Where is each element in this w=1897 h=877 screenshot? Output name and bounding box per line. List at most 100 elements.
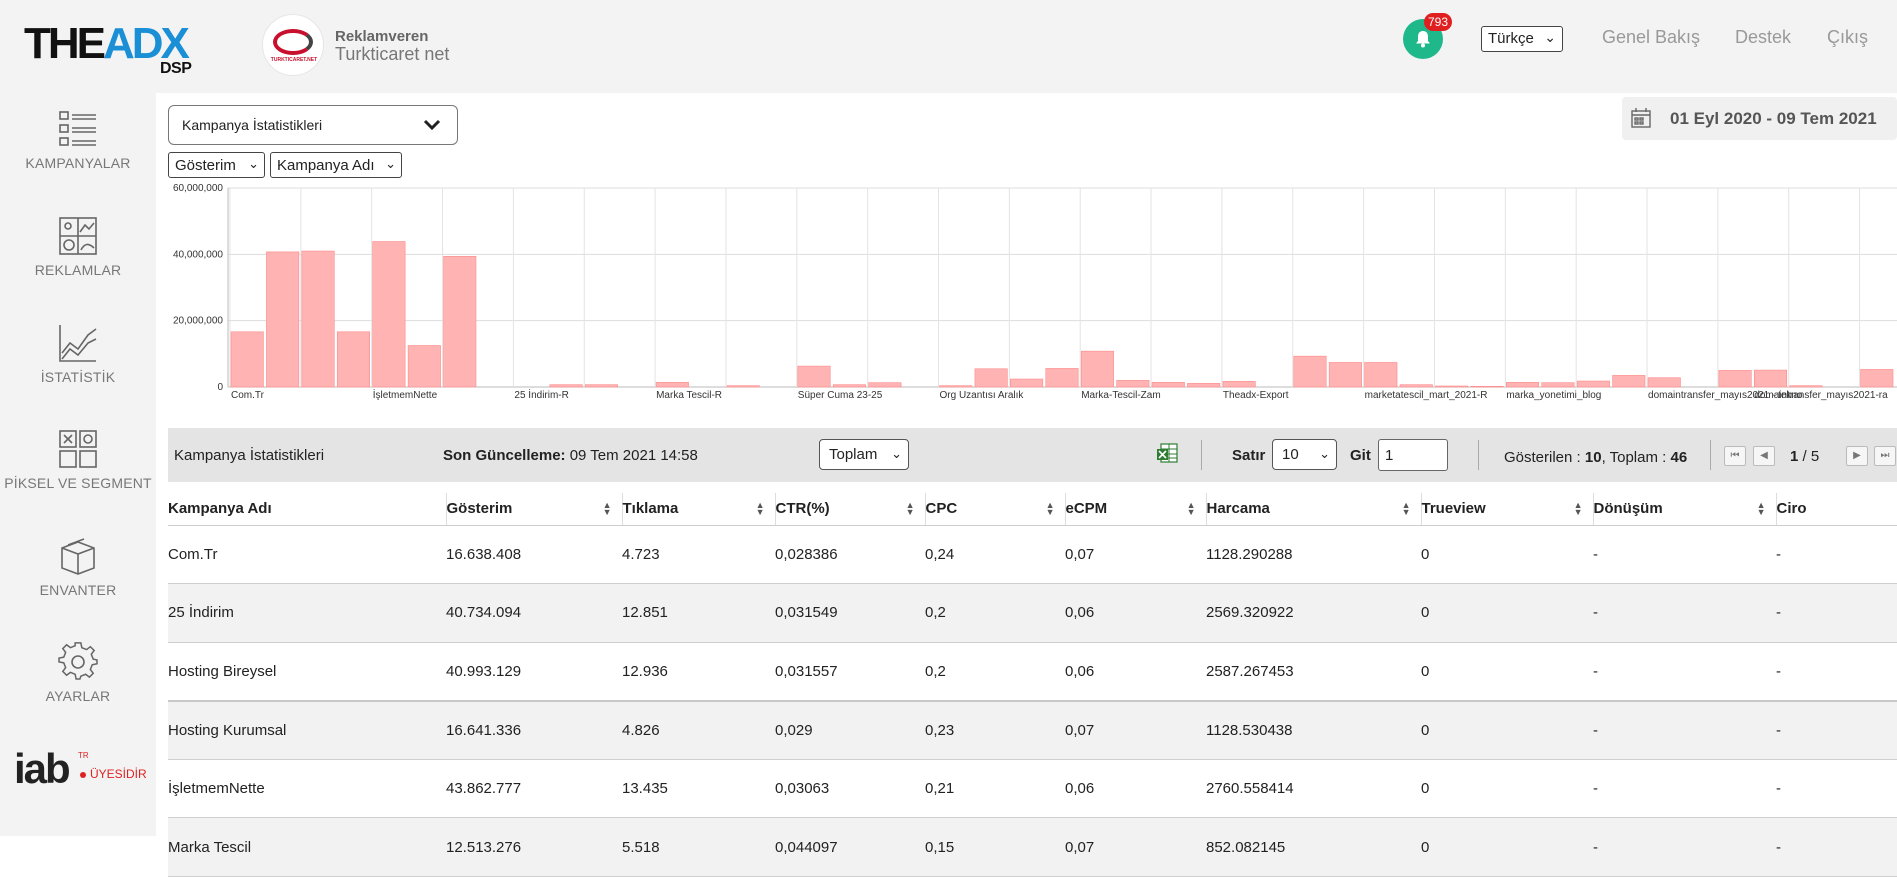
sort-icon[interactable]: ▲ ▼ <box>1401 500 1411 517</box>
prev-page-button[interactable]: ◀ <box>1753 446 1775 466</box>
table-cell-conversion: - <box>1593 583 1776 643</box>
table-header-row: Kampanya Adı Gösterim ▲ ▼ Tıklama ▲ ▼ CTR(%) ▲ ▼ C… <box>168 493 1897 526</box>
logo-sub: DSP <box>160 60 192 77</box>
table-cell-ctr: 0,028386 <box>775 525 925 585</box>
table-cell-cpc: 0,23 <box>925 699 1065 760</box>
nav-support-link[interactable]: Destek <box>1735 27 1792 47</box>
rows-per-page-select[interactable]: 10 ⌄ <box>1272 439 1337 470</box>
chart-bar <box>1435 385 1469 388</box>
sort-icon[interactable]: ▲ ▼ <box>1756 500 1766 517</box>
table-cell-clicks: 12.851 <box>622 583 775 643</box>
metric-select[interactable]: Gösterim ⌄ <box>168 152 265 178</box>
chart-bar <box>1399 384 1433 388</box>
column-header-conversion[interactable]: Dönüşüm ▲ ▼ <box>1592 493 1776 526</box>
chart-bar <box>1470 386 1504 388</box>
chart-bar <box>974 368 1008 388</box>
chart-bar <box>939 385 973 388</box>
chart-bar <box>1753 369 1788 388</box>
chevron-down-icon: ⌄ <box>385 156 396 171</box>
nav-overview-link[interactable]: Genel Bakış <box>1602 27 1701 47</box>
language-select[interactable]: Türkçe ⌄ <box>1481 26 1563 52</box>
theadx-logo[interactable]: THEADX DSP <box>24 22 204 78</box>
column-header-impressions[interactable]: Gösterim ▲ ▼ <box>445 493 622 526</box>
column-header-clicks[interactable]: Tıklama ▲ ▼ <box>621 493 775 526</box>
next-page-button[interactable]: ▶ <box>1846 446 1868 466</box>
statistics-chart-icon <box>59 325 97 362</box>
table-cell-revenue: - <box>1776 525 1897 585</box>
rows-per-page-value: 10 <box>1282 446 1299 463</box>
column-header-trueview[interactable]: Trueview ▲ ▼ <box>1420 493 1593 526</box>
table-cell-trueview: 0 <box>1421 642 1593 702</box>
column-header-ecpm[interactable]: eCPM ▲ ▼ <box>1064 493 1206 526</box>
sort-icon[interactable]: ▲ ▼ <box>1573 500 1583 517</box>
sort-icon[interactable]: ▲ ▼ <box>1186 500 1196 517</box>
table-cell-campaign-name: Hosting Bireysel <box>168 642 446 702</box>
sidebar-item-campaigns[interactable]: KAMPANYALAR <box>0 109 156 171</box>
sidebar-item-settings[interactable]: AYARLAR <box>0 642 156 704</box>
table-cell-clicks: 5.518 <box>622 817 775 877</box>
table-cell-revenue: - <box>1776 817 1897 877</box>
y-tick-label: 40,000,000 <box>173 249 223 260</box>
table-cell-conversion: - <box>1593 817 1776 877</box>
sidebar-item-ads[interactable]: REKLAMLAR <box>0 216 156 278</box>
iab-tr-text: TR <box>78 751 89 760</box>
table-row[interactable]: Hosting Kurumsal 16.641.336 4.826 0,029 0,23… <box>168 699 1897 760</box>
table-row[interactable]: Hosting Bireysel 40.993.129 12.936 0,031557… <box>168 642 1897 702</box>
sort-icon[interactable]: ▲ ▼ <box>755 500 765 517</box>
column-header-campaign-name[interactable]: Kampanya Adı <box>168 493 446 526</box>
table-cell-ecpm: 0,06 <box>1065 642 1206 702</box>
shown-label: Gösterilen : <box>1504 449 1581 466</box>
report-type-select[interactable]: Kampanya İstatistikleri <box>168 105 458 145</box>
table-cell-ecpm: 0,07 <box>1065 525 1206 585</box>
column-header-ctr[interactable]: CTR(%) ▲ ▼ <box>774 493 925 526</box>
table-cell-campaign-name: 25 İndirim <box>168 583 446 643</box>
y-tick-label: 20,000,000 <box>173 316 223 327</box>
chart-bar <box>407 345 441 388</box>
table-cell-ctr: 0,029 <box>775 699 925 760</box>
table-cell-cpc: 0,2 <box>925 583 1065 643</box>
table-cell-clicks: 4.723 <box>622 525 775 585</box>
sort-icon[interactable]: ▲ ▼ <box>602 500 612 517</box>
nav-logout-link[interactable]: Çıkış <box>1827 27 1869 47</box>
chart-bar <box>336 331 371 388</box>
group-by-select[interactable]: Kampanya Adı ⌄ <box>270 152 402 178</box>
sidebar-item-label: REKLAMLAR <box>34 262 122 278</box>
chart-bar <box>832 384 866 388</box>
sidebar-item-statistics[interactable]: İSTATİSTİK <box>0 323 156 385</box>
gear-icon <box>58 642 98 680</box>
sort-icon[interactable]: ▲ ▼ <box>905 500 915 517</box>
table-cell-trueview: 0 <box>1421 583 1593 643</box>
metric-value: Gösterim <box>175 157 236 174</box>
table-row[interactable]: İşletmemNette 43.862.777 13.435 0,03063 0,21… <box>168 759 1897 819</box>
total-select[interactable]: Toplam ⌄ <box>819 439 909 470</box>
table-row[interactable]: Com.Tr 16.638.408 4.723 0,028386 0,24 0,07 112… <box>168 525 1897 585</box>
calendar-icon <box>1631 108 1651 128</box>
table-cell-cpc: 0,24 <box>925 525 1065 585</box>
chart-bar <box>1718 370 1752 388</box>
table-cell-conversion: - <box>1593 525 1776 585</box>
goto-page-input[interactable]: 1 <box>1378 439 1448 471</box>
chart-bar <box>726 385 760 388</box>
excel-export-icon[interactable] <box>1156 443 1178 465</box>
bell-icon <box>1416 31 1430 48</box>
iab-member-logo: iab TR ÜYESİDİR <box>14 745 147 793</box>
inventory-box-icon <box>61 538 95 575</box>
sidebar-item-pixel-segment[interactable]: PİKSEL VE SEGMENT <box>0 429 156 491</box>
table-row[interactable]: 25 İndirim 40.734.094 12.851 0,031549 0,2 0,0… <box>168 583 1897 643</box>
column-header-spend[interactable]: Harcama ▲ ▼ <box>1205 493 1421 526</box>
advertiser-label: Reklamveren <box>335 28 429 45</box>
table-cell-campaign-name: Hosting Kurumsal <box>168 699 446 760</box>
last-page-button[interactable]: ⏭ <box>1874 446 1896 466</box>
column-header-label: Kampanya Adı <box>168 500 272 518</box>
sidebar-item-inventory[interactable]: ENVANTER <box>0 536 156 598</box>
column-header-cpc[interactable]: CPC ▲ ▼ <box>924 493 1065 526</box>
date-range-picker[interactable]: 01 Eyl 2020 - 09 Tem 2021 <box>1622 97 1897 140</box>
last-updated: Son Güncelleme: 09 Tem 2021 14:58 <box>443 447 698 464</box>
column-header-revenue[interactable]: Ciro <box>1775 493 1897 526</box>
first-page-button[interactable]: ⏮ <box>1724 446 1746 466</box>
chart-bar <box>266 251 300 388</box>
page-total: / 5 <box>1802 448 1820 465</box>
goto-page-value: 1 <box>1385 447 1394 464</box>
table-row[interactable]: Marka Tescil 12.513.276 5.518 0,044097 0,15 0… <box>168 817 1897 877</box>
sort-icon[interactable]: ▲ ▼ <box>1045 500 1055 517</box>
